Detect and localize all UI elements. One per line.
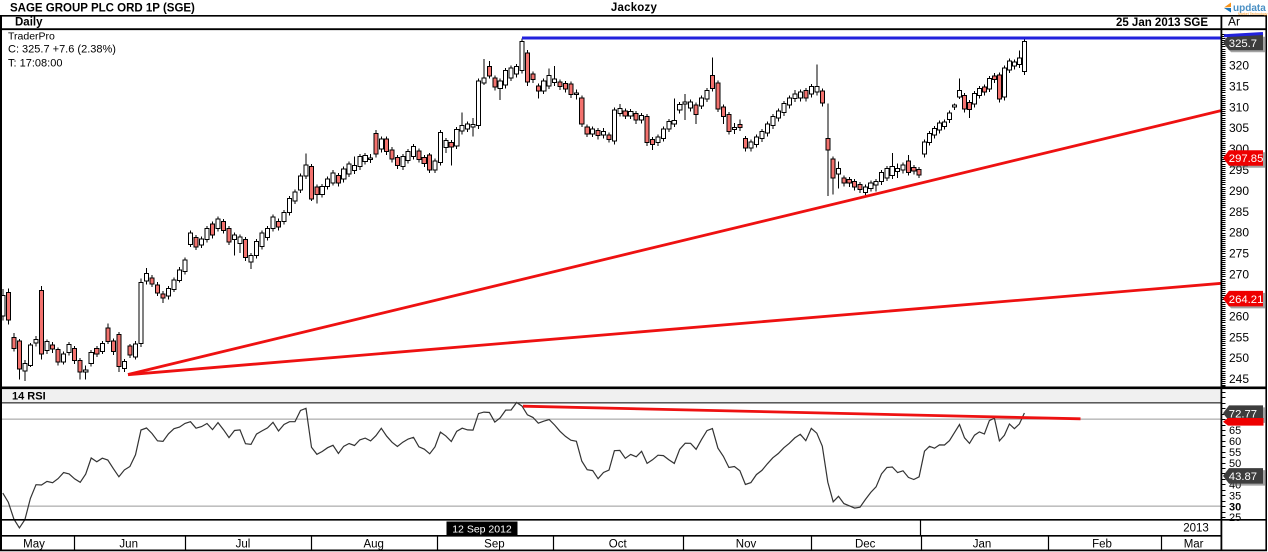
svg-text:325.7: 325.7 <box>1229 38 1257 50</box>
svg-text:Aug: Aug <box>363 539 383 551</box>
svg-text:43.87: 43.87 <box>1229 471 1257 483</box>
svg-text:315: 315 <box>1229 79 1249 93</box>
svg-text:Dec: Dec <box>855 539 876 551</box>
svg-text:12 Sep 2012: 12 Sep 2012 <box>452 524 512 536</box>
svg-text:2013: 2013 <box>1183 523 1209 535</box>
svg-text:30: 30 <box>1229 501 1241 513</box>
svg-text:Jul: Jul <box>236 539 251 551</box>
svg-text:320: 320 <box>1229 59 1249 73</box>
svg-text:255: 255 <box>1229 330 1249 344</box>
svg-text:280: 280 <box>1229 226 1249 240</box>
svg-text:updata: updata <box>1233 3 1266 14</box>
svg-text:TraderPro: TraderPro <box>8 31 55 43</box>
svg-text:14 RSI: 14 RSI <box>12 391 46 403</box>
svg-text:285: 285 <box>1229 205 1249 219</box>
svg-text:C: 325.7 +7.6 (2.38%): C: 325.7 +7.6 (2.38%) <box>8 44 116 56</box>
svg-text:250: 250 <box>1229 351 1249 365</box>
svg-text:297.85: 297.85 <box>1229 153 1264 165</box>
svg-text:310: 310 <box>1229 100 1249 114</box>
svg-text:72.77: 72.77 <box>1229 409 1257 421</box>
svg-text:270: 270 <box>1229 268 1249 282</box>
svg-text:Mar: Mar <box>1184 539 1204 551</box>
svg-text:275: 275 <box>1229 247 1249 261</box>
svg-text:Jackozy: Jackozy <box>611 2 658 14</box>
svg-text:55: 55 <box>1229 447 1241 459</box>
svg-text:245: 245 <box>1229 372 1249 386</box>
svg-text:Ar: Ar <box>1228 15 1240 29</box>
svg-text:25 Jan 2013 SGE: 25 Jan 2013 SGE <box>1116 17 1208 29</box>
svg-text:T: 17:08:00: T: 17:08:00 <box>8 58 62 70</box>
svg-text:SAGE GROUP PLC ORD 1P (SGE): SAGE GROUP PLC ORD 1P (SGE) <box>10 2 195 14</box>
svg-text:264.21: 264.21 <box>1229 294 1264 306</box>
svg-text:50: 50 <box>1229 458 1241 470</box>
svg-text:25: 25 <box>1229 512 1241 524</box>
svg-text:65: 65 <box>1229 425 1241 437</box>
svg-text:260: 260 <box>1229 309 1249 323</box>
svg-text:Jun: Jun <box>119 539 138 551</box>
svg-text:Nov: Nov <box>736 539 757 551</box>
svg-text:Feb: Feb <box>1092 539 1112 551</box>
svg-text:Daily: Daily <box>15 16 43 28</box>
svg-text:Jan: Jan <box>973 539 992 551</box>
svg-text:Market Technology: Market Technology <box>1238 12 1268 16</box>
svg-text:290: 290 <box>1229 184 1249 198</box>
svg-text:305: 305 <box>1229 121 1249 135</box>
svg-text:Oct: Oct <box>609 539 628 551</box>
svg-text:60: 60 <box>1229 436 1241 448</box>
svg-text:Sep: Sep <box>484 539 504 551</box>
svg-text:May: May <box>23 539 45 551</box>
svg-text:35: 35 <box>1229 490 1241 502</box>
